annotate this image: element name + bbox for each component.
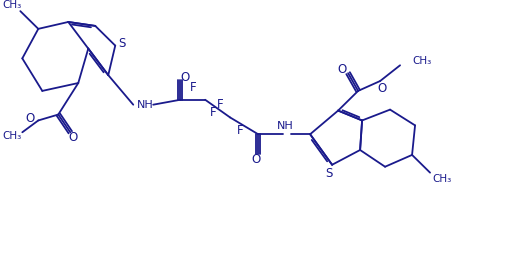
- Text: O: O: [68, 131, 78, 144]
- Text: F: F: [217, 98, 223, 111]
- Text: F: F: [237, 124, 243, 137]
- Text: S: S: [326, 167, 333, 180]
- Text: CH₃: CH₃: [3, 131, 22, 141]
- Text: CH₃: CH₃: [412, 56, 431, 66]
- Text: O: O: [337, 63, 347, 76]
- Text: CH₃: CH₃: [3, 0, 22, 10]
- Text: O: O: [251, 153, 261, 166]
- Text: O: O: [180, 71, 190, 84]
- Text: O: O: [26, 112, 35, 125]
- Text: F: F: [190, 81, 197, 94]
- Text: F: F: [210, 106, 217, 119]
- Text: NH: NH: [277, 121, 293, 131]
- Text: O: O: [378, 82, 387, 95]
- Text: NH: NH: [137, 100, 154, 110]
- Text: CH₃: CH₃: [432, 174, 452, 184]
- Text: S: S: [119, 37, 126, 50]
